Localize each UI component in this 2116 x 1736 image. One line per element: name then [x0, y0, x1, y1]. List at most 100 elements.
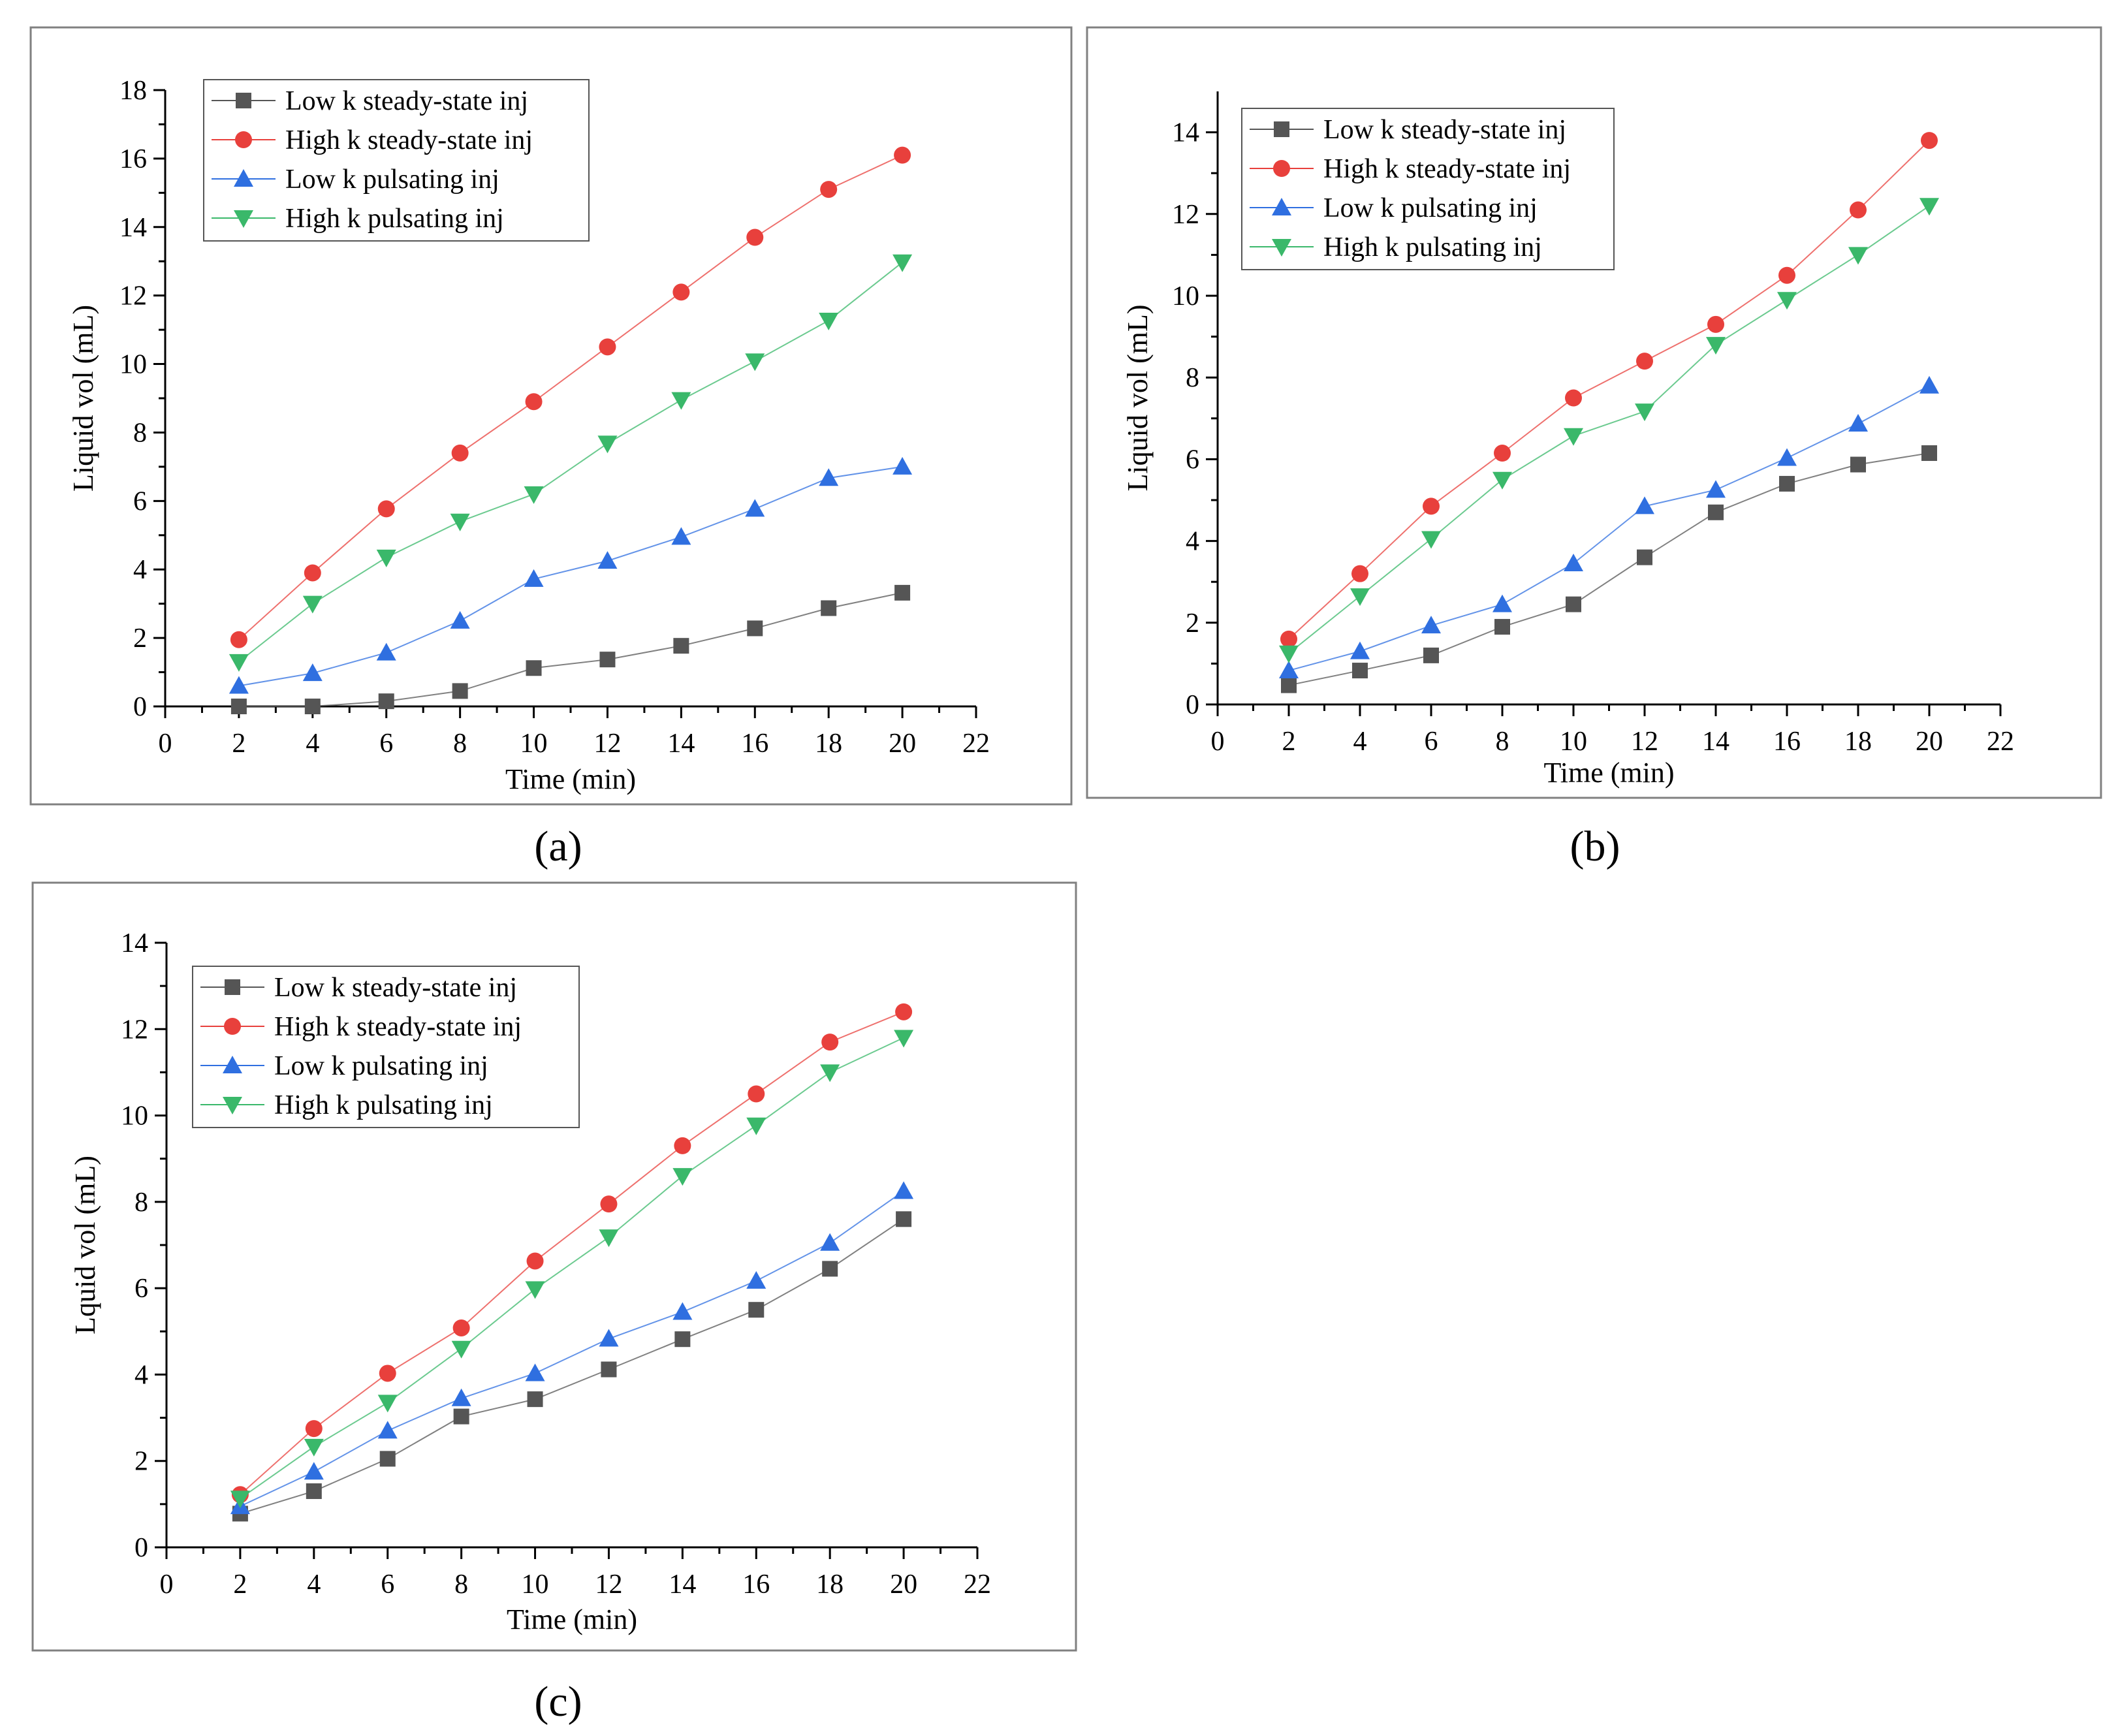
- chart-b: 0 2 4 6 8 10 12 14 16 18 20 22 0 2 4 6 8 10 12 14 Time (min)…: [1122, 91, 2014, 789]
- chart-b-y-tick-label: 12: [1172, 200, 1199, 230]
- panel-b-frame: [1086, 26, 2102, 799]
- chart-c-series-1-point: [600, 1195, 618, 1213]
- chart-c-series-2-point: [377, 1421, 398, 1439]
- chart-b-series-2-point: [1421, 616, 1441, 634]
- chart-b-series-3-point: [1848, 247, 1868, 265]
- chart-b-x-tick-label: 18: [1844, 727, 1872, 757]
- chart-c-x-tick-label: 10: [522, 1570, 549, 1600]
- chart-a-series-0-point: [230, 699, 247, 714]
- chart-a-series-1-point: [820, 181, 838, 198]
- chart-c-series-1-point: [821, 1034, 839, 1051]
- chart-a-series-line-2: [238, 466, 903, 687]
- chart-b-y-tick-label: 4: [1186, 527, 1199, 557]
- chart-c-series-0-point: [748, 1302, 765, 1318]
- chart-c-series-3-point: [599, 1229, 619, 1248]
- chart-c-series-0-point: [601, 1361, 617, 1378]
- chart-c-legend-box: [192, 966, 580, 1128]
- chart-b-series-1-point: [1565, 389, 1582, 407]
- chart-b-x-tick-label: 20: [1916, 727, 1943, 757]
- chart-a-series-3-point: [671, 392, 691, 410]
- chart-a-y-tick-label: 18: [119, 76, 147, 106]
- chart-a-series-3-point: [450, 513, 470, 531]
- chart-a-series-1-point: [746, 229, 764, 246]
- chart-c-series-0-point: [453, 1408, 469, 1425]
- chart-a-series-line-1: [238, 154, 903, 640]
- chart-a-series-0-point: [452, 683, 468, 699]
- chart-c-legend-marker-0: [225, 979, 240, 995]
- chart-c-legend-marker-2: [223, 1056, 242, 1073]
- chart-c-series-2-point: [599, 1329, 619, 1347]
- chart-b-series-1-point: [1778, 266, 1795, 284]
- chart-c-x-tick-label: 0: [160, 1570, 174, 1600]
- chart-b-legend-marker-3: [1272, 239, 1291, 257]
- chart-c-series-3-point: [451, 1340, 471, 1359]
- chart-b-x-tick-label: 14: [1702, 727, 1729, 757]
- chart-a-legend-marker-3: [234, 210, 253, 228]
- chart-c-series-3-point: [304, 1438, 324, 1457]
- chart-a-series-2-point: [450, 610, 470, 629]
- chart-a-series-2-point: [597, 551, 618, 569]
- chart-a-series-0-point: [526, 660, 542, 676]
- chart-c-series-line-0: [240, 1218, 904, 1515]
- chart-b-y-tick-label: 6: [1186, 445, 1199, 475]
- chart-c-y-tick-label: 14: [121, 928, 148, 958]
- chart-a-x-tick-label: 16: [741, 729, 768, 759]
- chart-a-x-tick-label: 12: [593, 729, 621, 759]
- chart-b-series-3-point: [1492, 471, 1512, 490]
- chart-c-x-tick-label: 12: [595, 1570, 622, 1600]
- chart-b-series-3-point: [1635, 403, 1654, 422]
- chart-c-legend-label-2: Low k pulsating inj: [274, 1051, 488, 1081]
- chart-b-series-3-point: [1777, 292, 1797, 310]
- chart-b-series-line-1: [1288, 140, 1930, 640]
- chart-a-series-2-point: [376, 642, 396, 661]
- chart-a-series-1-point: [894, 146, 911, 164]
- chart-b-series-2-point: [1564, 554, 1583, 572]
- chart-b-series-2-point: [1706, 480, 1726, 498]
- chart-a-series-2-point: [524, 569, 544, 587]
- chart-b-x-tick-label: 8: [1496, 727, 1509, 757]
- chart-c-series-3-point: [525, 1281, 545, 1299]
- chart-a-series-3-point: [229, 654, 249, 672]
- chart-a-legend-marker-2: [234, 169, 253, 187]
- chart-b-series-2-point: [1492, 594, 1512, 612]
- chart-c-series-1-point: [452, 1319, 470, 1336]
- chart-b-series-0-point: [1423, 647, 1439, 663]
- chart-a-series-3-point: [524, 486, 544, 504]
- chart-a-series-1-point: [672, 283, 690, 301]
- chart-a-x-tick-label: 20: [889, 729, 916, 759]
- chart-a-series-2-point: [229, 676, 249, 694]
- chart-c-series-2-point: [672, 1302, 693, 1320]
- chart-c-series-0-point: [896, 1211, 912, 1227]
- chart-b-legend-box: [1241, 108, 1615, 270]
- chart-a-x-tick-label: 2: [232, 729, 245, 759]
- panel-label-c: (c): [534, 1678, 582, 1726]
- chart-b-legend-marker-1: [1273, 160, 1290, 177]
- chart-b-y-axis-label: Liquid vol (mL): [1122, 305, 1154, 492]
- chart-c-series-2-point: [894, 1181, 914, 1199]
- chart-c-x-tick-label: 8: [454, 1570, 468, 1600]
- chart-a-y-tick-label: 4: [133, 555, 147, 585]
- chart-a-series-0-point: [894, 584, 911, 601]
- chart-c-y-tick-label: 8: [134, 1188, 148, 1218]
- chart-a-x-tick-label: 0: [159, 729, 172, 759]
- chart-c-series-1-point: [748, 1085, 765, 1103]
- chart-c-y-tick-label: 4: [134, 1360, 148, 1390]
- chart-a-legend-label-3: High k pulsating inj: [285, 204, 504, 234]
- chart-a-series-3-point: [302, 595, 323, 614]
- chart-c-series-2-point: [746, 1270, 766, 1289]
- chart-c-series-3-point: [377, 1395, 398, 1413]
- chart-b-y-tick-label: 10: [1172, 281, 1199, 311]
- chart-c-series-0-point: [674, 1331, 691, 1348]
- chart-c-legend-label-1: High k steady-state inj: [274, 1012, 522, 1042]
- chart-a-series-1-point: [304, 564, 321, 582]
- chart-a-series-line-0: [238, 592, 903, 707]
- panel-c-frame: [31, 881, 1077, 1652]
- chart-a-series-3-point: [892, 254, 913, 272]
- chart-c-y-tick-label: 0: [134, 1533, 148, 1563]
- chart-a-y-tick-label: 10: [119, 350, 147, 380]
- chart-b-series-1-point: [1707, 315, 1724, 333]
- chart-c-series-line-3: [240, 1037, 904, 1500]
- chart-b-series-3-point: [1350, 588, 1370, 607]
- chart-b-series-1-point: [1423, 497, 1440, 515]
